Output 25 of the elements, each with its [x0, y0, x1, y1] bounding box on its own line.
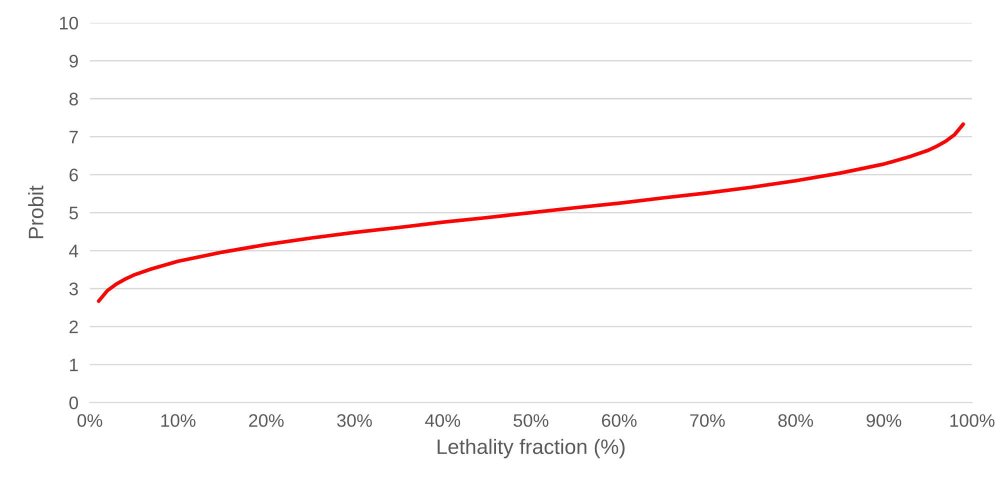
- y-tick-label: 0: [69, 396, 78, 410]
- y-tick-label: 7: [70, 130, 78, 144]
- x-tick-label: 70%: [690, 414, 725, 427]
- x-tick-label: 60%: [602, 414, 637, 427]
- y-tick-label: 4: [69, 244, 78, 258]
- x-tick-label: 40%: [425, 414, 460, 427]
- y-tick-label: 8: [69, 92, 78, 106]
- x-tick-label: 50%: [514, 414, 548, 427]
- x-tick-label: 10%: [161, 414, 196, 427]
- y-tick-label: 10: [60, 16, 78, 30]
- y-tick-label: 6: [70, 168, 78, 182]
- x-tick-label: 30%: [337, 414, 372, 427]
- y-tick-label: 1: [70, 358, 78, 372]
- x-tick-label: 100%: [950, 414, 994, 427]
- y-tick-label: 9: [70, 54, 78, 68]
- x-tick-label: 90%: [866, 414, 902, 427]
- line-series: [96, 122, 966, 303]
- y-tick-label: 2: [70, 320, 78, 334]
- x-tick-label: 20%: [249, 414, 284, 427]
- y-tick-label: 5: [69, 206, 78, 220]
- y-tick-label: 3: [69, 282, 78, 296]
- x-tick-label: 0%: [77, 414, 102, 427]
- x-axis-title: Lethality fraction (%): [438, 438, 625, 458]
- x-tick-label: 80%: [778, 414, 814, 427]
- y-axis-title: Probit: [28, 186, 44, 238]
